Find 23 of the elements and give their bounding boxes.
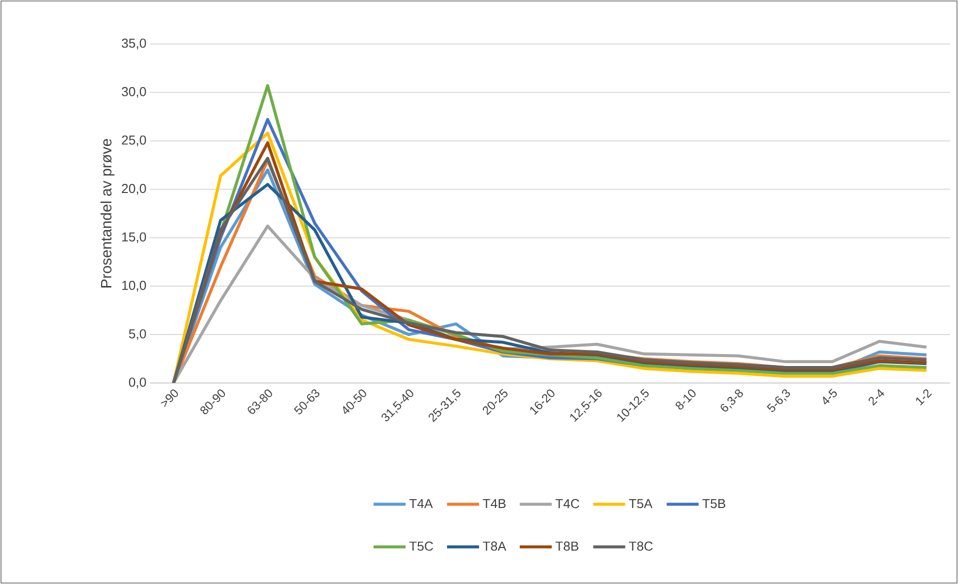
x-tick-label: 2-4 [868,389,884,406]
y-tick-label: 35,0 [122,38,146,50]
x-tick-label: 4-5 [822,388,837,404]
y-tick-label: 10,0 [122,280,146,292]
y-axis-title: Prosentandel av prøve [100,139,114,288]
legend-label: T8C [629,542,653,551]
legend-label: T8B [556,542,578,551]
y-tick-label: 25,0 [122,135,146,146]
legend-label: T8A [482,542,506,551]
legend-label: T4C [556,499,580,508]
y-tick-label: 20,0 [122,184,146,195]
y-tick-label: 5,0 [129,329,146,340]
legend-label: T4A [409,499,433,508]
y-tick-label: 30,0 [122,87,146,98]
y-tick-label: 15,0 [122,232,146,244]
legend-label: T5A [629,499,652,508]
legend-label: T4B [482,499,506,508]
x-tick-label: >90 [160,389,178,408]
x-tick-label: 8-10 [676,389,696,410]
legend-label: T5B [702,499,726,508]
x-tick-label: 1-2 [916,389,932,406]
legend-label: T5C [409,542,434,551]
y-tick-label: 0,0 [128,378,146,388]
